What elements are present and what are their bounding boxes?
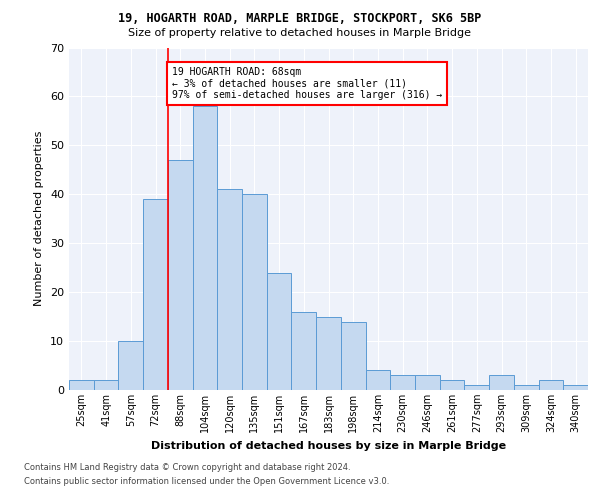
- Bar: [390, 376, 415, 390]
- Bar: [341, 322, 365, 390]
- Bar: [94, 380, 118, 390]
- Bar: [514, 385, 539, 390]
- Text: 19 HOGARTH ROAD: 68sqm
← 3% of detached houses are smaller (11)
97% of semi-deta: 19 HOGARTH ROAD: 68sqm ← 3% of detached …: [172, 67, 442, 100]
- Y-axis label: Number of detached properties: Number of detached properties: [34, 131, 44, 306]
- Bar: [143, 199, 168, 390]
- X-axis label: Distribution of detached houses by size in Marple Bridge: Distribution of detached houses by size …: [151, 440, 506, 450]
- Bar: [316, 316, 341, 390]
- Text: Contains HM Land Registry data © Crown copyright and database right 2024.: Contains HM Land Registry data © Crown c…: [24, 462, 350, 471]
- Bar: [464, 385, 489, 390]
- Bar: [563, 385, 588, 390]
- Text: Size of property relative to detached houses in Marple Bridge: Size of property relative to detached ho…: [128, 28, 472, 38]
- Bar: [539, 380, 563, 390]
- Bar: [440, 380, 464, 390]
- Bar: [489, 376, 514, 390]
- Bar: [217, 190, 242, 390]
- Bar: [193, 106, 217, 390]
- Bar: [118, 341, 143, 390]
- Bar: [69, 380, 94, 390]
- Bar: [267, 272, 292, 390]
- Text: Contains public sector information licensed under the Open Government Licence v3: Contains public sector information licen…: [24, 478, 389, 486]
- Bar: [242, 194, 267, 390]
- Bar: [415, 376, 440, 390]
- Bar: [168, 160, 193, 390]
- Bar: [365, 370, 390, 390]
- Bar: [292, 312, 316, 390]
- Text: 19, HOGARTH ROAD, MARPLE BRIDGE, STOCKPORT, SK6 5BP: 19, HOGARTH ROAD, MARPLE BRIDGE, STOCKPO…: [118, 12, 482, 26]
